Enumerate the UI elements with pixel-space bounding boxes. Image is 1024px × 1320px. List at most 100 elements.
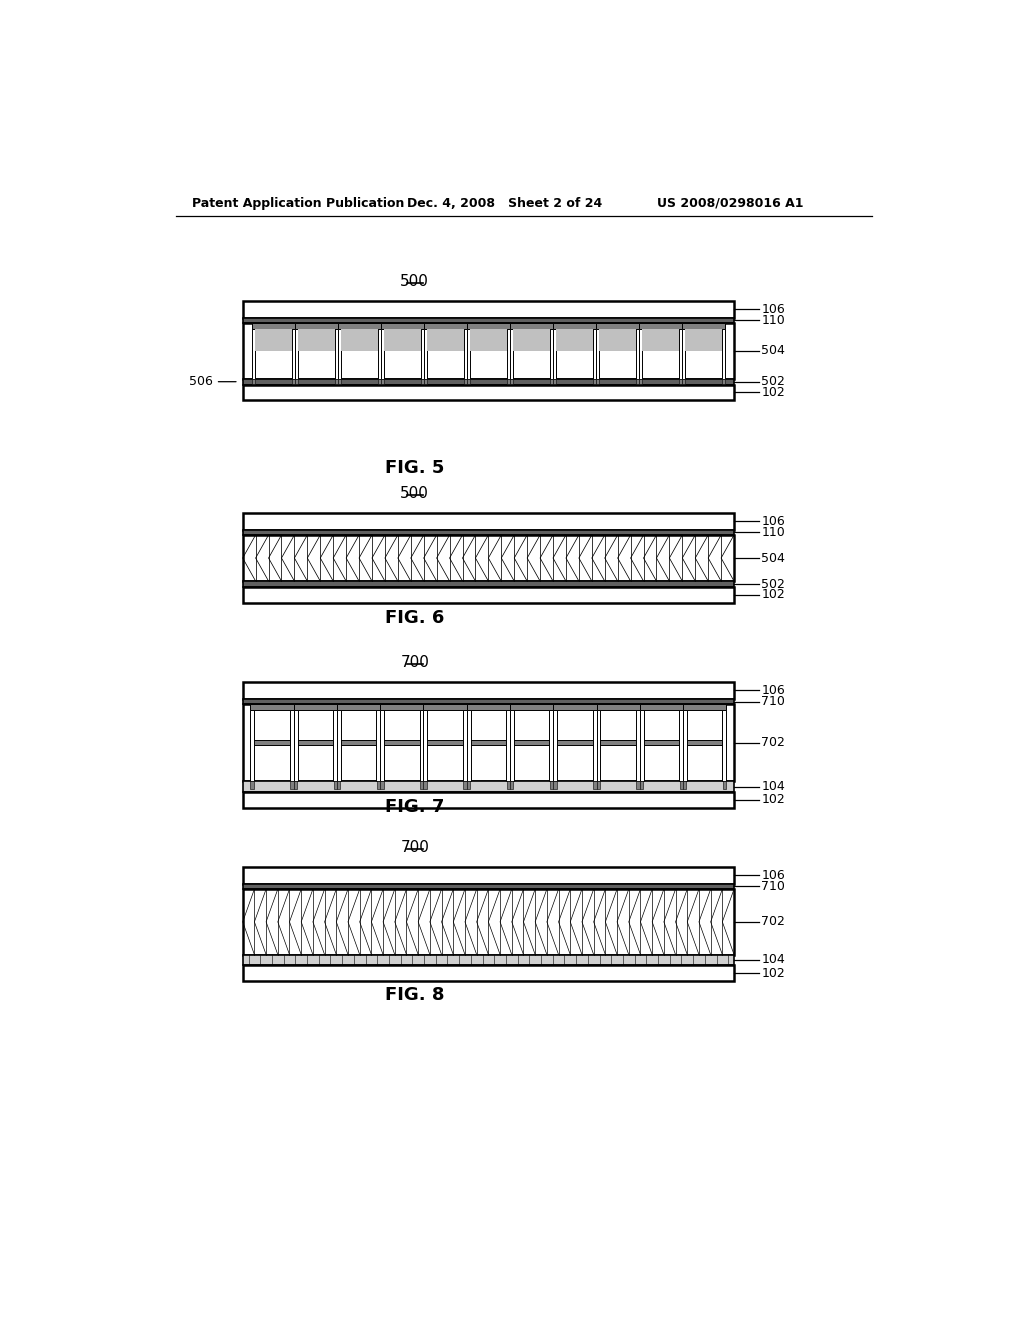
Bar xyxy=(294,741,337,746)
Bar xyxy=(683,705,726,710)
Text: FIG. 8: FIG. 8 xyxy=(385,986,444,1005)
Text: 700: 700 xyxy=(400,655,429,671)
Text: 502: 502 xyxy=(761,375,785,388)
Bar xyxy=(243,682,734,700)
Bar xyxy=(337,781,340,789)
Bar xyxy=(507,329,510,379)
Bar xyxy=(467,705,510,710)
Bar xyxy=(682,379,685,384)
Bar xyxy=(464,781,467,789)
Text: 506: 506 xyxy=(189,375,213,388)
Bar xyxy=(337,705,380,710)
Bar xyxy=(463,710,467,781)
Bar xyxy=(470,329,507,351)
Text: FIG. 5: FIG. 5 xyxy=(385,459,444,477)
Bar xyxy=(420,710,424,781)
Bar xyxy=(553,323,596,329)
Text: 110: 110 xyxy=(761,525,785,539)
Bar xyxy=(553,741,597,746)
Bar xyxy=(337,710,341,781)
Bar xyxy=(507,781,510,789)
Bar xyxy=(243,867,734,884)
Bar xyxy=(338,323,381,329)
Bar xyxy=(424,705,467,710)
Text: FIG. 6: FIG. 6 xyxy=(385,609,444,627)
Bar xyxy=(338,379,341,384)
Bar xyxy=(243,385,734,400)
Text: 702: 702 xyxy=(761,737,785,750)
Bar xyxy=(597,741,640,746)
Bar xyxy=(510,705,553,710)
Text: 102: 102 xyxy=(761,385,785,399)
Bar xyxy=(380,705,424,710)
Bar xyxy=(513,329,550,351)
Text: 500: 500 xyxy=(400,486,429,500)
Bar xyxy=(510,741,553,746)
Text: US 2008/0298016 A1: US 2008/0298016 A1 xyxy=(656,197,803,210)
Text: 110: 110 xyxy=(761,314,785,327)
Bar xyxy=(685,329,722,351)
Bar xyxy=(291,781,294,789)
Bar xyxy=(553,781,557,789)
Bar xyxy=(384,329,421,351)
Text: 502: 502 xyxy=(761,578,785,591)
Bar xyxy=(378,329,381,379)
Bar xyxy=(683,741,726,746)
Bar xyxy=(464,329,467,379)
Bar xyxy=(292,379,295,384)
Bar xyxy=(251,781,254,789)
Bar xyxy=(682,323,725,329)
Bar xyxy=(243,792,734,808)
Text: 710: 710 xyxy=(761,696,785,708)
Bar xyxy=(639,379,642,384)
Bar xyxy=(243,884,734,890)
Bar xyxy=(381,323,424,329)
Bar xyxy=(381,329,384,379)
Bar xyxy=(252,379,255,384)
Bar xyxy=(424,710,427,781)
Bar xyxy=(510,710,514,781)
Text: 102: 102 xyxy=(761,589,785,602)
Text: Dec. 4, 2008   Sheet 2 of 24: Dec. 4, 2008 Sheet 2 of 24 xyxy=(407,197,602,210)
Bar xyxy=(550,379,553,384)
Bar xyxy=(464,379,467,384)
Bar xyxy=(640,705,683,710)
Bar xyxy=(510,781,513,789)
Bar xyxy=(292,329,295,379)
Text: 104: 104 xyxy=(761,953,785,966)
Bar xyxy=(341,329,378,351)
Bar xyxy=(680,781,683,789)
Bar xyxy=(251,705,294,710)
Bar xyxy=(338,329,341,379)
Bar xyxy=(381,379,384,384)
Bar xyxy=(550,329,553,379)
Bar xyxy=(723,781,726,789)
Bar xyxy=(510,323,553,329)
Bar xyxy=(424,379,427,384)
Text: 710: 710 xyxy=(761,880,785,892)
Bar xyxy=(243,318,734,323)
Bar xyxy=(424,741,467,746)
Bar xyxy=(550,710,553,781)
Bar xyxy=(243,890,734,954)
Bar xyxy=(467,741,510,746)
Bar xyxy=(378,379,381,384)
Bar xyxy=(507,379,510,384)
Bar xyxy=(550,781,553,789)
Bar xyxy=(243,379,734,385)
Bar xyxy=(467,379,470,384)
Bar xyxy=(467,710,471,781)
Text: 504: 504 xyxy=(761,552,785,565)
Text: Patent Application Publication: Patent Application Publication xyxy=(191,197,403,210)
Text: 106: 106 xyxy=(761,684,785,697)
Bar xyxy=(243,535,734,581)
Bar xyxy=(421,379,424,384)
Bar xyxy=(553,379,556,384)
Bar xyxy=(243,781,734,792)
Bar xyxy=(597,781,600,789)
Bar xyxy=(243,323,734,379)
Bar xyxy=(679,329,682,379)
Bar xyxy=(380,710,384,781)
Bar xyxy=(722,710,726,781)
Bar xyxy=(467,323,510,329)
